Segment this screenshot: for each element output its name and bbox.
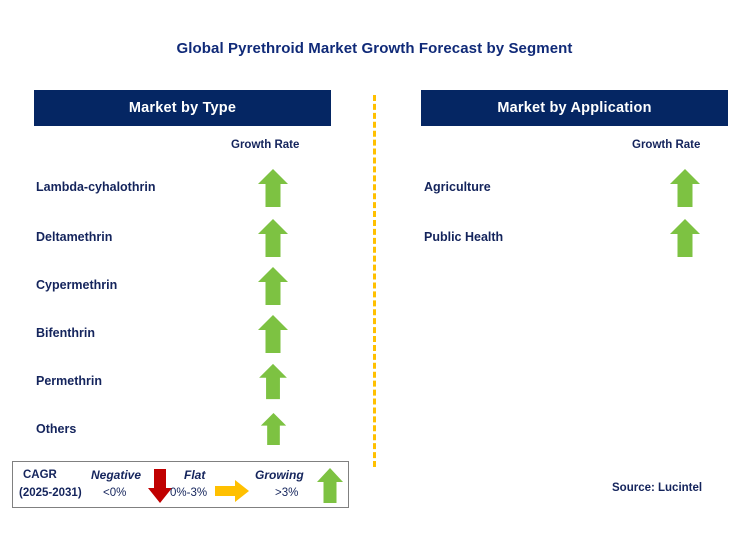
source-attribution: Source: Lucintel: [612, 482, 703, 494]
down-arrow-icon-negative: [148, 469, 172, 503]
row-label-agriculture: Agriculture: [424, 180, 491, 194]
right-arrow-icon-flat: [215, 480, 249, 502]
row-label-permethrin: Permethrin: [36, 374, 102, 388]
legend-cagr-label: CAGR: [23, 469, 57, 481]
panel-header-market-by-type: Market by Type: [34, 90, 331, 126]
up-arrow-icon-bifenthrin: [258, 315, 288, 353]
legend-term-negative: Negative: [91, 468, 142, 482]
row-label-public-health: Public Health: [424, 230, 504, 244]
row-label-cypermethrin: Cypermethrin: [36, 278, 118, 292]
up-arrow-icon-growing: [317, 468, 343, 503]
panel-header-market-by-application: Market by Application: [421, 90, 728, 126]
panel-header-label: Market by Application: [497, 100, 652, 116]
legend-range-growing: >3%: [275, 487, 299, 499]
panel-header-label: Market by Type: [128, 100, 237, 116]
up-arrow-icon-public-health: [670, 219, 700, 257]
up-arrow-icon-agriculture: [670, 169, 700, 207]
legend-cagr-period: (2025-2031): [19, 487, 82, 499]
legend-term-growing: Growing: [255, 468, 304, 482]
growth-rate-column-header-left: Growth Rate: [231, 139, 300, 151]
legend-range-flat: 0%-3%: [170, 487, 208, 499]
panel-divider: [373, 95, 376, 467]
legend-box: CAGR (2025-2031) Negative <0% Flat 0%-3%…: [12, 461, 349, 508]
row-label-bifenthrin: Bifenthrin: [36, 326, 96, 340]
row-label-lambda-cyhalothrin: Lambda-cyhalothrin: [36, 180, 156, 194]
page-title: Global Pyrethroid Market Growth Forecast…: [176, 40, 573, 57]
up-arrow-icon-cypermethrin: [258, 267, 288, 305]
growth-rate-column-header-right: Growth Rate: [632, 139, 701, 151]
legend-range-negative: <0%: [103, 487, 127, 499]
up-arrow-icon-deltamethrin: [258, 219, 288, 257]
up-arrow-icon-lambda-cyhalothrin: [258, 169, 288, 207]
row-label-others: Others: [36, 422, 77, 436]
up-arrow-icon-permethrin: [259, 363, 287, 400]
up-arrow-icon-others: [260, 412, 287, 446]
row-label-deltamethrin: Deltamethrin: [36, 230, 113, 244]
legend-term-flat: Flat: [184, 468, 206, 482]
